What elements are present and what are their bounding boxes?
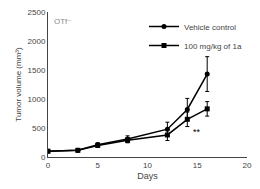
svg-text:5: 5 xyxy=(96,161,101,170)
svg-text:0: 0 xyxy=(41,153,46,162)
svg-text:Tumor volume (mm³): Tumor volume (mm³) xyxy=(14,47,23,122)
svg-text:2000: 2000 xyxy=(28,37,46,46)
svg-text:1000: 1000 xyxy=(28,95,46,104)
svg-text:Vehicle control: Vehicle control xyxy=(184,23,236,32)
svg-text:**: ** xyxy=(193,127,201,137)
svg-text:100 mg/kg of 1a: 100 mg/kg of 1a xyxy=(184,42,242,51)
svg-text:20: 20 xyxy=(243,161,252,170)
svg-text:15: 15 xyxy=(193,161,202,170)
svg-text:10: 10 xyxy=(143,161,152,170)
svg-text:1500: 1500 xyxy=(28,66,46,75)
svg-text:Days: Days xyxy=(137,171,158,181)
svg-text:OTf⁻: OTf⁻ xyxy=(54,17,72,26)
svg-text:0: 0 xyxy=(46,161,51,170)
svg-text:2500: 2500 xyxy=(28,8,46,17)
svg-text:500: 500 xyxy=(32,124,46,133)
